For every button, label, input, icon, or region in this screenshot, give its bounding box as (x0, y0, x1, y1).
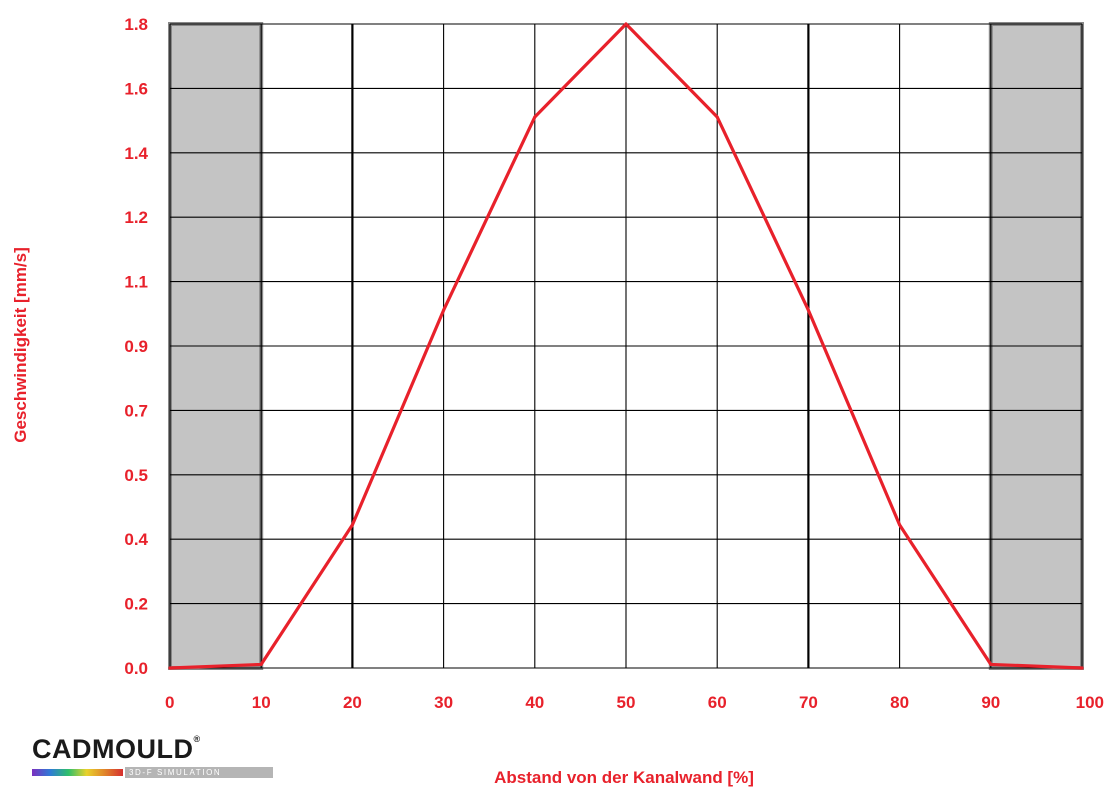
x-tick-label: 50 (617, 693, 636, 712)
x-tick-label: 10 (252, 693, 271, 712)
data-point (259, 662, 263, 666)
x-tick-label: 70 (799, 693, 818, 712)
y-tick-label: 1.6 (124, 79, 148, 98)
y-tick-label: 0.9 (124, 337, 148, 356)
x-tick-label: 30 (434, 693, 453, 712)
x-tick-label: 0 (165, 693, 174, 712)
x-tick-label: 60 (708, 693, 727, 712)
cadmould-logo: CADMOULD® 3D-F SIMULATION (32, 734, 292, 780)
data-point (989, 662, 993, 666)
x-tick-label: 40 (525, 693, 544, 712)
y-tick-labels: 0.0 0.2 0.4 0.5 0.7 0.9 1.1 1.2 1.4 1.6 1.8 (124, 15, 148, 678)
data-point (898, 523, 902, 527)
y-tick-label: 0.0 (124, 659, 148, 678)
x-tick-label: 90 (981, 693, 1000, 712)
logo-name: CADMOULD (32, 734, 194, 764)
y-tick-label: 0.4 (124, 530, 148, 549)
y-tick-label: 1.4 (124, 144, 148, 163)
data-point (624, 22, 628, 26)
y-tick-label: 0.2 (124, 595, 148, 614)
data-point (715, 115, 719, 119)
y-tick-label: 1.8 (124, 15, 148, 34)
x-axis-title: Abstand von der Kanalwand [%] (494, 768, 754, 787)
data-point (442, 308, 446, 312)
y-axis-title: Geschwindigkeit [mm/s] (11, 247, 30, 443)
y-tick-label: 0.7 (124, 401, 148, 420)
data-point (806, 308, 810, 312)
logo-subtitle: 3D-F SIMULATION (125, 767, 273, 778)
y-tick-label: 0.5 (124, 466, 148, 485)
logo-color-bar (32, 769, 123, 776)
x-tick-labels: 0 10 20 30 40 50 60 70 80 90 100 (165, 693, 1104, 712)
data-point (168, 666, 172, 670)
data-point (1080, 666, 1084, 670)
grid (169, 23, 1083, 669)
data-point (533, 115, 537, 119)
y-tick-label: 1.1 (124, 273, 148, 292)
x-tick-label: 100 (1076, 693, 1104, 712)
logo-registered-mark: ® (193, 734, 201, 744)
data-point (350, 523, 354, 527)
x-tick-label: 80 (890, 693, 909, 712)
y-tick-label: 1.2 (124, 208, 148, 227)
x-tick-label: 20 (343, 693, 362, 712)
series-layer (168, 22, 1084, 670)
